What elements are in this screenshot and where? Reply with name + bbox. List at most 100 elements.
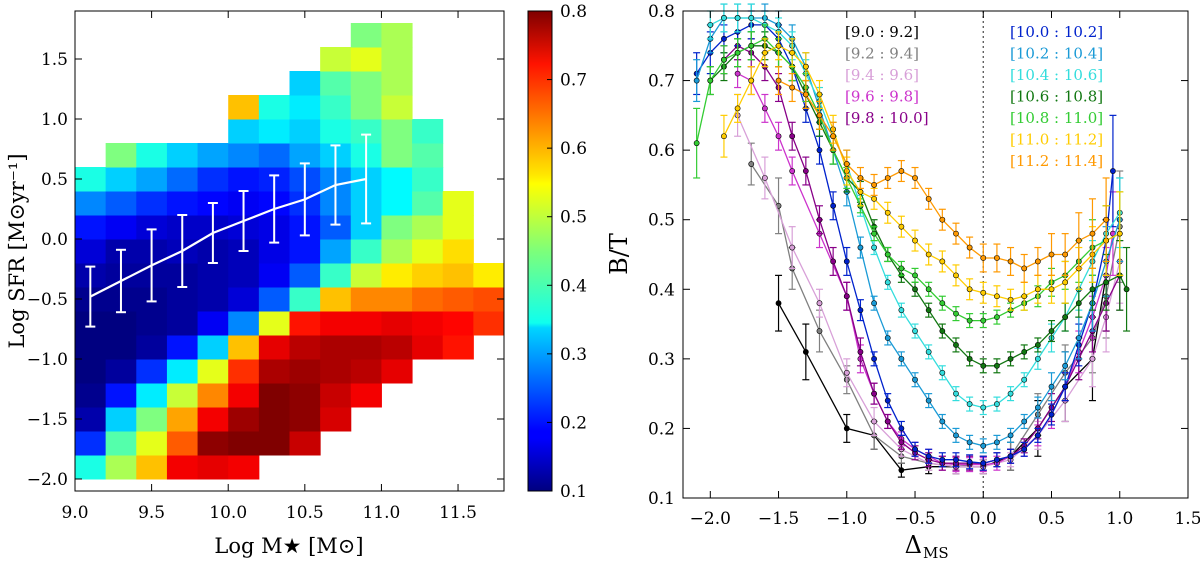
series-group bbox=[775, 66, 1110, 283]
y-tick-label: 0.6 bbox=[648, 141, 675, 161]
bt-x-label-sub: MS bbox=[923, 544, 949, 562]
data-point bbox=[789, 244, 796, 251]
heatmap-cell bbox=[75, 359, 107, 384]
x-tick-label: 0.5 bbox=[1038, 509, 1065, 529]
colorbar: 0.1 0.2 0.3 0.4 0.5 0.6 0.7 0.8 bbox=[527, 2, 587, 502]
heatmap-cell bbox=[258, 311, 290, 336]
y-tick-label: 1.5 bbox=[41, 50, 68, 70]
heatmap-cell bbox=[166, 191, 199, 216]
heatmap-cell bbox=[381, 359, 413, 384]
data-point bbox=[1048, 383, 1055, 390]
heatmap-cell bbox=[350, 71, 382, 96]
data-point bbox=[775, 77, 782, 84]
heatmap-cell bbox=[381, 119, 413, 144]
data-point bbox=[939, 216, 946, 223]
x-tick-label: 10.5 bbox=[286, 503, 324, 523]
data-point bbox=[734, 70, 741, 77]
data-point bbox=[1089, 286, 1096, 293]
data-point bbox=[953, 342, 959, 348]
data-point bbox=[939, 300, 946, 307]
data-point bbox=[898, 425, 905, 432]
data-point bbox=[871, 390, 877, 397]
data-point bbox=[994, 401, 1000, 407]
legend-entry: [11.0 : 11.2] bbox=[1010, 131, 1103, 149]
heatmap-cell bbox=[228, 167, 260, 192]
data-point bbox=[939, 258, 946, 265]
x-tick-label: −0.5 bbox=[894, 509, 935, 529]
heatmap-cell bbox=[442, 263, 474, 288]
data-point bbox=[994, 362, 1000, 369]
data-point bbox=[1062, 279, 1069, 286]
data-point bbox=[816, 147, 823, 154]
data-point bbox=[1021, 376, 1028, 383]
heatmap-cell bbox=[166, 359, 199, 384]
data-point bbox=[884, 279, 891, 286]
data-point bbox=[707, 22, 714, 28]
data-point bbox=[912, 286, 918, 293]
heatmap-cell bbox=[320, 311, 352, 336]
heatmap-cell bbox=[442, 215, 474, 240]
data-point bbox=[775, 300, 782, 307]
heatmap-cell bbox=[381, 143, 413, 168]
y-tick-label: −1.0 bbox=[27, 350, 68, 370]
heatmap-cell bbox=[105, 335, 137, 360]
colorbar-ticks: 0.1 0.2 0.3 0.4 0.5 0.6 0.7 0.8 bbox=[547, 2, 587, 502]
heatmap-cell bbox=[105, 311, 137, 336]
heatmap-cell bbox=[136, 407, 168, 432]
data-point bbox=[980, 317, 987, 324]
heatmap-cell bbox=[289, 263, 321, 288]
x-tick-label: −2.0 bbox=[690, 509, 731, 529]
heatmap-cell bbox=[412, 143, 444, 168]
data-point bbox=[884, 175, 891, 181]
data-point bbox=[871, 230, 877, 237]
data-point bbox=[857, 188, 864, 195]
data-point bbox=[734, 105, 741, 112]
heatmap-cell bbox=[75, 383, 107, 408]
heatmap-cell bbox=[228, 263, 260, 288]
data-point bbox=[884, 209, 891, 216]
heatmap-cell bbox=[258, 359, 290, 384]
data-point bbox=[1007, 453, 1014, 460]
data-point bbox=[1123, 286, 1130, 293]
data-point bbox=[898, 355, 905, 362]
data-point bbox=[1034, 286, 1041, 293]
heatmap-cell bbox=[228, 455, 260, 480]
heatmap-cell bbox=[166, 455, 199, 480]
data-point bbox=[1034, 342, 1041, 348]
colorbar-gradient bbox=[527, 10, 553, 492]
data-point bbox=[1007, 258, 1014, 265]
data-point bbox=[980, 460, 987, 467]
heatmap-cell bbox=[197, 383, 229, 408]
data-point bbox=[1021, 293, 1028, 300]
y-tick-label: 0.1 bbox=[648, 489, 675, 509]
heatmap-cell bbox=[105, 383, 137, 408]
y-tick-label: 0.8 bbox=[648, 2, 675, 22]
data-point bbox=[857, 348, 864, 355]
heatmap-cell bbox=[381, 95, 413, 120]
heatmap-cell bbox=[473, 311, 505, 336]
bt-panel: −2.0 −1.5 −1.0 −0.5 0.0 0.5 1.0 1.5 0.10.20.30.… bbox=[605, 2, 1200, 562]
heatmap-cell bbox=[350, 95, 382, 120]
heatmap-cell bbox=[289, 311, 321, 336]
heatmap-cell bbox=[258, 119, 290, 144]
y-tick-label: −2.0 bbox=[27, 470, 68, 490]
heatmap-cell bbox=[136, 167, 168, 192]
legend-entry: [10.6 : 10.8] bbox=[1010, 88, 1103, 106]
data-point bbox=[953, 432, 959, 439]
legend-entry: [10.8 : 11.0] bbox=[1010, 109, 1103, 127]
data-point bbox=[994, 314, 1000, 321]
data-point bbox=[748, 77, 755, 84]
heatmap-cell bbox=[228, 143, 260, 168]
data-point bbox=[761, 49, 768, 56]
data-point bbox=[994, 456, 1000, 463]
heatmap-cell bbox=[412, 215, 444, 240]
heatmap-cell bbox=[350, 47, 382, 72]
data-point bbox=[1034, 258, 1041, 265]
heatmap-cell bbox=[136, 383, 168, 408]
data-point bbox=[1048, 251, 1055, 258]
data-point bbox=[1062, 383, 1069, 390]
data-point bbox=[775, 42, 782, 49]
data-point bbox=[761, 105, 768, 112]
y-tick-label: −0.5 bbox=[27, 290, 68, 310]
heatmap-cell bbox=[136, 143, 168, 168]
